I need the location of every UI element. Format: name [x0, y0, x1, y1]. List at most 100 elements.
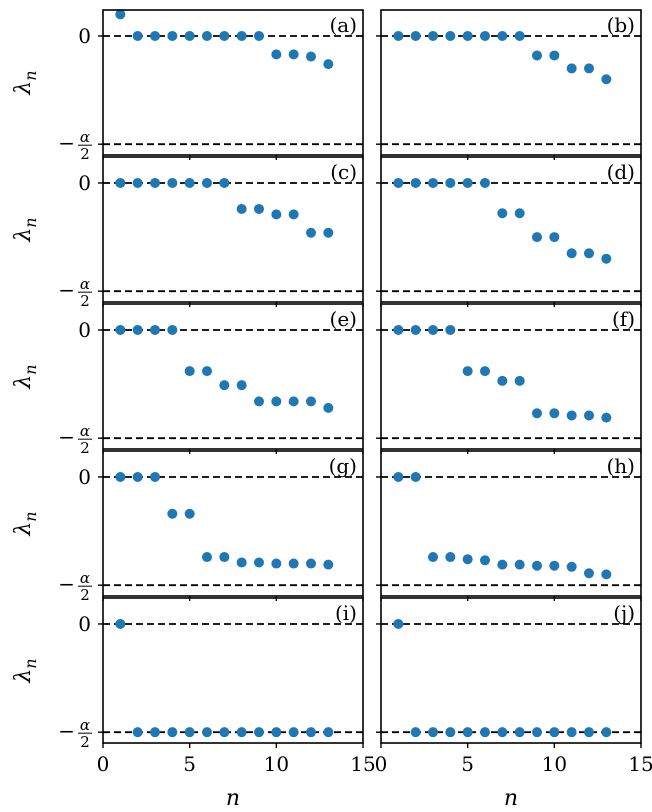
data-point — [410, 727, 421, 738]
data-point — [514, 559, 525, 570]
data-point — [184, 508, 195, 519]
panel-label: (h) — [607, 454, 636, 478]
data-point — [150, 324, 160, 335]
data-point — [393, 324, 404, 335]
data-point — [601, 74, 612, 85]
data-point — [306, 558, 316, 569]
y-axis-label: λn — [11, 217, 40, 242]
axes-frame — [380, 450, 642, 597]
y-tick-label-half-alpha: − α2 — [58, 275, 92, 310]
data-point — [549, 232, 560, 243]
data-point — [584, 63, 594, 74]
data-point — [445, 177, 456, 188]
data-point — [271, 558, 282, 569]
data-point — [202, 30, 212, 41]
svg-text:−: − — [58, 278, 75, 302]
data-point — [514, 375, 525, 386]
x-axis-label: n — [504, 786, 518, 811]
data-point — [323, 59, 334, 70]
x-tick-label: 15 — [628, 752, 652, 776]
data-point — [115, 177, 126, 188]
data-point — [462, 366, 473, 377]
y-axis-label: λn — [11, 70, 40, 95]
data-point — [306, 396, 316, 407]
data-point — [167, 30, 178, 41]
panel-label: (i) — [335, 601, 357, 625]
data-point — [410, 177, 421, 188]
data-point — [115, 471, 126, 482]
data-point — [497, 727, 508, 738]
axes-frame — [380, 597, 642, 744]
data-point — [306, 727, 316, 738]
svg-text:2: 2 — [80, 439, 90, 457]
svg-text:−: − — [58, 425, 75, 449]
axes-frame — [102, 597, 364, 744]
panel-b: (b) — [376, 9, 642, 160]
data-point — [566, 410, 577, 421]
axes-frame — [380, 9, 642, 156]
data-point — [532, 232, 542, 243]
data-point — [254, 396, 264, 407]
x-tick-label: 5 — [183, 752, 196, 776]
data-point — [462, 554, 473, 565]
data-point — [150, 30, 160, 41]
data-point — [532, 560, 542, 571]
data-point — [462, 30, 473, 41]
data-point — [514, 208, 525, 219]
data-point — [236, 203, 247, 214]
data-point — [271, 396, 282, 407]
panel-label: (c) — [330, 160, 357, 184]
panel-j: (j) 0 5 10 15 n — [375, 597, 652, 811]
axes-frame — [102, 450, 364, 597]
data-point — [306, 227, 316, 238]
data-point — [566, 727, 577, 738]
data-point — [497, 30, 508, 41]
data-point — [428, 30, 438, 41]
data-point — [323, 559, 334, 570]
axes-frame — [102, 9, 364, 156]
data-point — [150, 471, 160, 482]
x-tick-label: 5 — [461, 752, 474, 776]
data-point — [410, 324, 421, 335]
data-point — [480, 555, 490, 566]
panel-f: (f) — [376, 303, 642, 454]
data-point — [184, 30, 195, 41]
axes-frame — [102, 156, 364, 303]
x-axis-label: n — [226, 786, 240, 811]
data-point — [584, 568, 594, 579]
data-point — [202, 177, 212, 188]
data-point — [497, 208, 508, 219]
x-tick-label: 10 — [264, 752, 289, 776]
svg-text:−: − — [58, 719, 75, 743]
panel-d: (d) — [376, 156, 642, 307]
svg-text:−: − — [58, 572, 75, 596]
data-point — [480, 30, 490, 41]
data-point — [601, 569, 612, 580]
data-point — [393, 618, 404, 629]
data-point — [462, 177, 473, 188]
data-point — [445, 727, 456, 738]
data-point — [236, 380, 247, 391]
panel-a: (a) 0 − α2 λn — [11, 9, 364, 163]
data-point — [549, 50, 560, 61]
panel-label: (d) — [607, 160, 635, 184]
data-point — [254, 30, 264, 41]
y-tick-label-zero: 0 — [78, 24, 91, 48]
data-point — [566, 248, 577, 259]
data-point — [532, 727, 542, 738]
data-point — [306, 51, 316, 62]
svg-text:α: α — [80, 569, 90, 587]
data-point — [236, 30, 247, 41]
data-point — [323, 727, 334, 738]
data-point — [428, 177, 438, 188]
data-point — [132, 30, 143, 41]
data-point — [393, 471, 404, 482]
y-tick-label-zero: 0 — [78, 171, 91, 195]
data-point — [566, 561, 577, 572]
data-point — [393, 177, 404, 188]
data-point — [480, 177, 490, 188]
data-point — [167, 727, 178, 738]
panel-label: (j) — [613, 601, 635, 625]
